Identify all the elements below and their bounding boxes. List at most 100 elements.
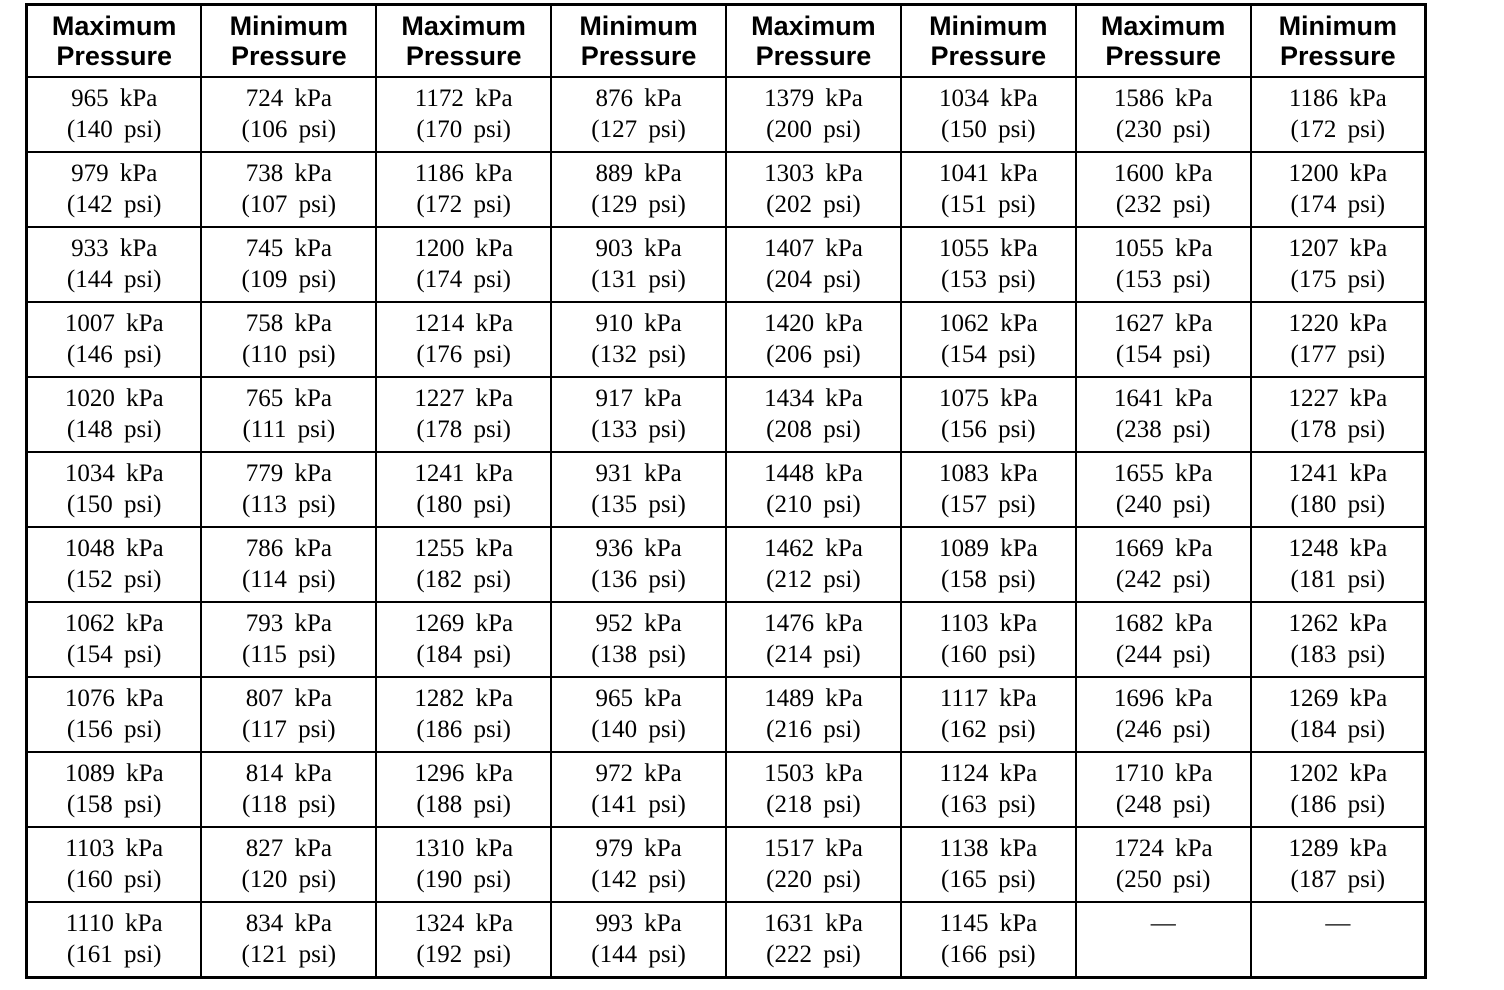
psi-value: (142 psi) <box>66 190 162 218</box>
pressure-cell: 1655 kPa (240 psi) <box>1074 451 1252 528</box>
table-row: 1076 kPa (156 psi) 807 kPa (117 psi) 1282 kP… <box>25 676 1427 753</box>
pressure-cell: 1641 kPa (238 psi) <box>1074 376 1252 453</box>
kpa-value: 1034 kPa <box>938 85 1038 112</box>
pressure-cell: 1241 kPa (180 psi) <box>375 451 553 528</box>
pressure-cell: 876 kPa (127 psi) <box>550 76 727 153</box>
header-line-2: Pressure <box>755 41 872 71</box>
psi-value: (135 psi) <box>591 490 686 518</box>
psi-value: (106 psi) <box>241 115 337 143</box>
pressure-cell: 936 kPa (136 psi) <box>550 526 727 603</box>
pressure-cell: 1214 kPa (176 psi) <box>375 301 553 378</box>
kpa-value: 965 kPa <box>71 85 158 112</box>
kpa-value: 1627 kPa <box>1113 310 1213 337</box>
pressure-cell: 1248 kPa (181 psi) <box>1249 526 1427 603</box>
psi-value: (246 psi) <box>1115 715 1211 743</box>
kpa-value: 1631 kPa <box>764 910 863 937</box>
pressure-cell: 1075 kPa (156 psi) <box>899 376 1077 453</box>
kpa-value: 1655 kPa <box>1113 460 1213 487</box>
pressure-cell: 786 kPa (114 psi) <box>200 526 378 603</box>
pressure-cell: 1269 kPa (184 psi) <box>375 601 553 678</box>
kpa-value: 1296 kPa <box>414 760 514 787</box>
psi-value: (118 psi) <box>241 790 336 818</box>
table-row: 965 kPa (140 psi) 724 kPa (106 psi) 1172 kPa… <box>25 76 1427 153</box>
psi-value: (178 psi) <box>416 415 511 443</box>
psi-value: (150 psi) <box>941 115 1036 143</box>
kpa-value: 933 kPa <box>71 235 158 262</box>
table-row: 1020 kPa (148 psi) 765 kPa (111 psi) 1227 kP… <box>25 376 1427 453</box>
psi-value: (129 psi) <box>591 190 686 218</box>
psi-value: (178 psi) <box>1290 415 1386 443</box>
kpa-value: 827 kPa <box>245 835 332 862</box>
psi-value: (115 psi) <box>241 640 336 668</box>
kpa-value: 807 kPa <box>245 685 332 712</box>
header-line-2: Pressure <box>405 41 522 71</box>
kpa-value: 1089 kPa <box>938 535 1038 562</box>
header-line-1: Maximum <box>51 10 177 41</box>
psi-value: (222 psi) <box>766 940 861 968</box>
kpa-value: 1186 kPa <box>414 160 513 187</box>
psi-value: (120 psi) <box>241 865 337 893</box>
header-cell: Maximum Pressure <box>1074 3 1252 78</box>
kpa-value: 1710 kPa <box>1113 760 1213 787</box>
pressure-cell: 1117 kPa (162 psi) <box>899 676 1077 753</box>
psi-value: (214 psi) <box>766 640 861 668</box>
psi-value: (206 psi) <box>766 340 861 368</box>
pressure-cell: 1186 kPa (172 psi) <box>1249 76 1427 153</box>
header-cell: Minimum Pressure <box>899 3 1077 78</box>
kpa-value: 1041 kPa <box>938 160 1038 187</box>
pressure-cell: 1062 kPa (154 psi) <box>899 301 1077 378</box>
kpa-value: 1310 kPa <box>414 835 514 862</box>
psi-value: (162 psi) <box>941 715 1036 743</box>
psi-value: (160 psi) <box>66 865 162 893</box>
kpa-value: 1062 kPa <box>938 310 1038 337</box>
pressure-cell: 827 kPa (120 psi) <box>200 826 378 903</box>
psi-value: (109 psi) <box>241 265 337 293</box>
header-line-2: Pressure <box>1105 41 1221 71</box>
kpa-value: 889 kPa <box>595 160 682 187</box>
kpa-value: 1048 kPa <box>64 535 164 562</box>
table-row: 933 kPa (144 psi) 745 kPa (109 psi) 1200 kPa… <box>25 226 1427 303</box>
pressure-cell: 1379 kPa (200 psi) <box>725 76 902 153</box>
pressure-cell: 933 kPa (144 psi) <box>25 226 203 303</box>
header-line-2: Pressure <box>1280 41 1396 71</box>
kpa-value: 1076 kPa <box>64 685 164 712</box>
kpa-value: 1007 kPa <box>64 310 164 337</box>
pressure-cell: 758 kPa (110 psi) <box>200 301 378 378</box>
psi-value: (240 psi) <box>1115 490 1211 518</box>
pressure-cell: 1062 kPa (154 psi) <box>25 601 203 678</box>
pressure-cell: 1303 kPa (202 psi) <box>725 151 902 228</box>
psi-value: (210 psi) <box>766 490 861 518</box>
pressure-cell: 1434 kPa (208 psi) <box>725 376 902 453</box>
pressure-cell: 745 kPa (109 psi) <box>200 226 378 303</box>
psi-value: (187 psi) <box>1290 865 1386 893</box>
psi-value: (154 psi) <box>66 640 162 668</box>
pressure-cell: 1007 kPa (146 psi) <box>25 301 203 378</box>
kpa-value: 1055 kPa <box>1113 235 1213 262</box>
header-line-1: Maximum <box>401 10 526 41</box>
psi-value: (238 psi) <box>1115 415 1211 443</box>
pressure-cell: 952 kPa (138 psi) <box>550 601 727 678</box>
table-row: 1034 kPa (150 psi) 779 kPa (113 psi) 1241 kP… <box>25 451 1427 528</box>
psi-value: (172 psi) <box>1290 115 1386 143</box>
psi-value: (204 psi) <box>766 265 861 293</box>
psi-value: (140 psi) <box>66 115 162 143</box>
kpa-value: 1448 kPa <box>764 460 863 487</box>
pressure-cell: — <box>1249 901 1427 979</box>
kpa-value: 745 kPa <box>245 235 332 262</box>
pressure-cell: 1227 kPa (178 psi) <box>1249 376 1427 453</box>
psi-value <box>1252 940 1424 970</box>
psi-value: (190 psi) <box>416 865 511 893</box>
psi-value: (182 psi) <box>416 565 511 593</box>
kpa-value: 1586 kPa <box>1113 85 1213 112</box>
pressure-cell: 903 kPa (131 psi) <box>550 226 727 303</box>
kpa-value: 1207 kPa <box>1288 235 1388 262</box>
pressure-cell: 1048 kPa (152 psi) <box>25 526 203 603</box>
pressure-cell: 1089 kPa (158 psi) <box>25 751 203 828</box>
kpa-value: 1489 kPa <box>764 685 863 712</box>
kpa-value: 1227 kPa <box>414 385 514 412</box>
pressure-cell: 979 kPa (142 psi) <box>25 151 203 228</box>
psi-value: (154 psi) <box>1115 340 1211 368</box>
pressure-cell: 1627 kPa (154 psi) <box>1074 301 1252 378</box>
psi-value: (163 psi) <box>941 790 1036 818</box>
kpa-value: 1214 kPa <box>414 310 514 337</box>
